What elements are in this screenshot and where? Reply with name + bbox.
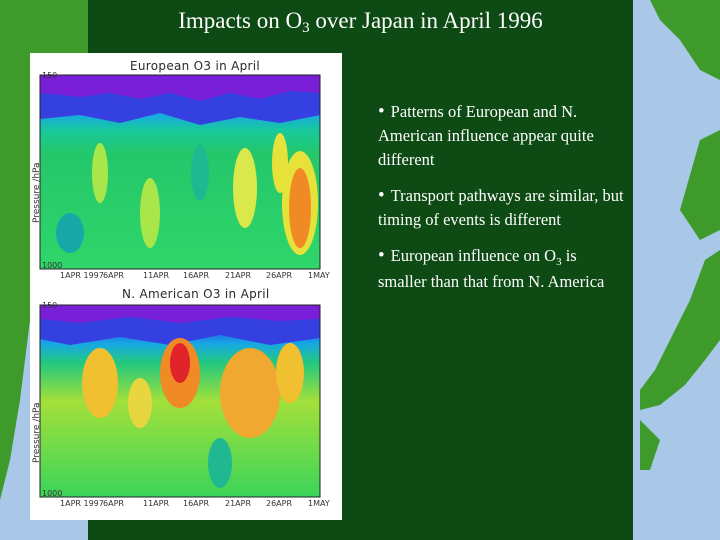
top-plot-xtick: 1MAY: [308, 271, 330, 280]
bullet-dot-icon: •: [378, 185, 385, 206]
bullet-item: • Patterns of European and N. American in…: [378, 100, 628, 172]
top-plot-title: European O3 in April: [130, 59, 261, 73]
top-plot-xtick: 1APR 1997: [60, 271, 104, 280]
bottom-plot-xtick: 26APR: [266, 499, 293, 508]
bottom-plot-xtick: 21APR: [225, 499, 252, 508]
bottom-plot-ytick: 1000: [42, 489, 63, 498]
ozone-contour-figure: European O3 in April N. American O3 in A…: [30, 53, 342, 520]
top-plot-ytick: 150: [42, 71, 58, 80]
top-plot-xtick: 21APR: [225, 271, 252, 280]
bottom-plot-xtick: 16APR: [183, 499, 210, 508]
title-subscript: 3: [302, 20, 310, 36]
top-contour-plot: [39, 74, 321, 270]
top-plot-ylabel: Pressure /hPa: [32, 162, 42, 223]
top-plot-xtick: 26APR: [266, 271, 293, 280]
title-text-continued: over Japan in April 1996: [309, 8, 543, 33]
bottom-plot-xtick: 1APR 1997: [60, 499, 104, 508]
title-text: Impacts on O: [178, 8, 303, 33]
bottom-plot-ylabel: Pressure /hPa: [32, 402, 42, 463]
bullet-text-continued: is smaller than that from N. America: [378, 246, 605, 291]
top-plot-xtick: 6APR: [103, 271, 124, 280]
bullet-item: • European influence on O3 is smaller tha…: [378, 244, 628, 294]
bullet-text: Patterns of European and N. American inf…: [378, 102, 594, 169]
bottom-plot-xtick: 6APR: [103, 499, 124, 508]
bullet-text: Transport pathways are similar, but timi…: [378, 186, 624, 229]
bottom-plot-ytick: 150: [42, 301, 58, 310]
bottom-plot-title: N. American O3 in April: [122, 287, 270, 301]
bullet-item: • Transport pathways are similar, but tim…: [378, 184, 628, 232]
bullet-text: European influence on O: [390, 246, 557, 265]
bullet-subscript: 3: [556, 256, 562, 268]
top-plot-xtick: 11APR: [143, 271, 170, 280]
bullet-dot-icon: •: [378, 101, 385, 122]
top-plot-xtick: 16APR: [183, 271, 210, 280]
bullet-list: • Patterns of European and N. American in…: [378, 100, 628, 306]
contour-plots-svg: [39, 74, 321, 498]
slide-title: Impacts on O3 over Japan in April 1996: [88, 8, 633, 36]
bottom-contour-plot: [39, 304, 321, 498]
bottom-plot-xtick: 11APR: [143, 499, 170, 508]
bullet-dot-icon: •: [378, 245, 385, 266]
bottom-plot-xtick: 1MAY: [308, 499, 330, 508]
top-plot-ytick: 1000: [42, 261, 63, 270]
